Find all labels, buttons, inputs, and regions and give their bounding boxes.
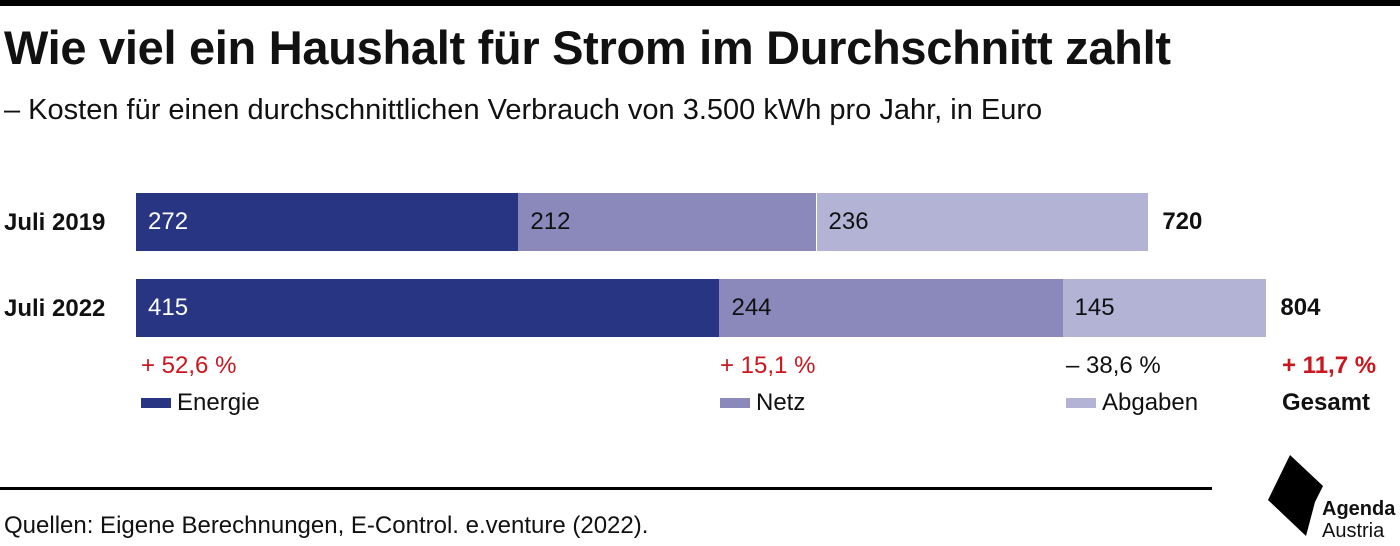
- legend-item-netz: Netz: [720, 388, 805, 418]
- legend-swatch-abgaben: [1066, 398, 1096, 408]
- bar-abgaben-2019: [816, 193, 1149, 251]
- value-label-energie-2022: 415: [148, 294, 189, 321]
- change-gesamt: + 11,7 %: [1282, 352, 1377, 379]
- top-rule: [0, 0, 1400, 6]
- source-note: Quellen: Eigene Berechnungen, E-Control.…: [4, 512, 649, 539]
- bar-netz-2022: [719, 279, 1063, 337]
- legend-swatch-netz: [720, 398, 750, 408]
- bottom-rule: [0, 487, 1212, 490]
- legend-label-netz: Netz: [756, 389, 806, 416]
- agenda-austria-logo-icon: [1268, 455, 1323, 536]
- logo-text-austria: Austria: [1322, 520, 1385, 542]
- value-label-netz-2022: 244: [731, 294, 772, 321]
- legend-label-abgaben: Abgaben: [1102, 389, 1199, 416]
- bar-energie-2019: [136, 193, 519, 251]
- bar-netz-2019: [518, 193, 817, 251]
- bar-abgaben-2022: [1062, 279, 1267, 337]
- legend-item-energie: Energie: [141, 388, 260, 418]
- value-label-abgaben-2022: 145: [1074, 294, 1115, 321]
- change-energie: + 52,6 %: [141, 352, 237, 379]
- chart-title: Wie viel ein Haushalt für Strom im Durch…: [4, 21, 1171, 74]
- value-label-abgaben-2019: 236: [828, 208, 869, 235]
- change-netz: + 15,1 %: [720, 352, 816, 379]
- change-abgaben: – 38,6 %: [1066, 352, 1161, 379]
- legend-label-energie: Energie: [177, 389, 260, 416]
- chart-subtitle: – Kosten für einen durchschnittlichen Ve…: [4, 94, 1043, 126]
- total-label-2022: 804: [1280, 294, 1321, 321]
- value-label-energie-2019: 272: [148, 208, 189, 235]
- row-label-2022: Juli 2022: [4, 295, 106, 322]
- row-label-2019: Juli 2019: [4, 209, 106, 236]
- legend-item-abgaben: Abgaben: [1066, 388, 1198, 418]
- legend-label-gesamt: Gesamt: [1282, 389, 1371, 416]
- value-label-netz-2019: 212: [530, 208, 571, 235]
- legend-swatch-energie: [141, 398, 171, 408]
- total-label-2019: 720: [1162, 208, 1203, 235]
- bar-energie-2022: [136, 279, 720, 337]
- logo-text-agenda: Agenda: [1322, 498, 1396, 520]
